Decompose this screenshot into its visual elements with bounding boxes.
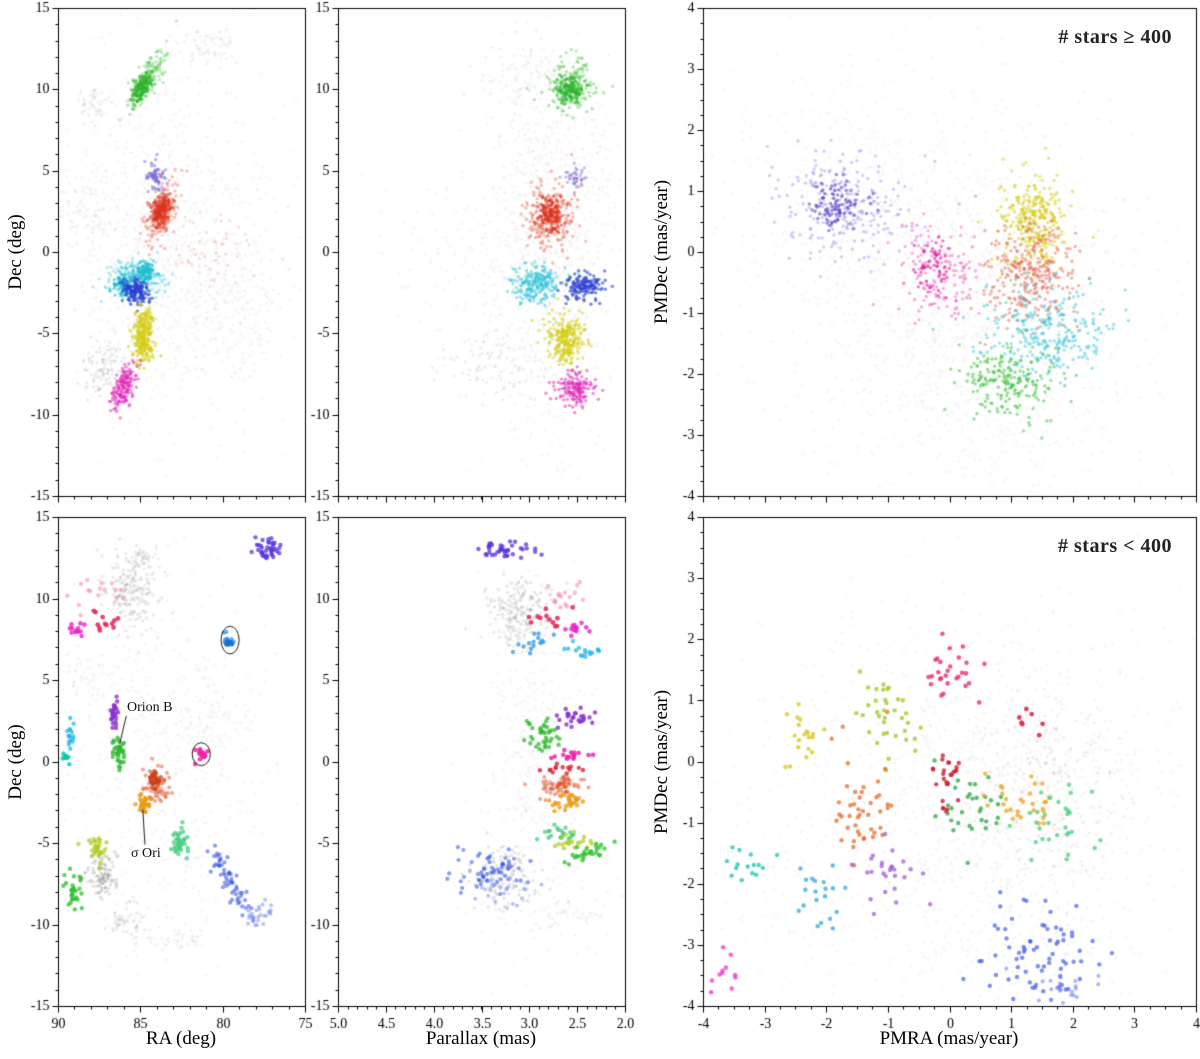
y-axis-label-dec-top: Dec (deg) [5, 214, 26, 290]
y-axis-label-dec-bottom: Dec (deg) [5, 724, 26, 800]
annotation-orion-b: Orion B [127, 700, 173, 715]
panel-title-large-clusters: # stars ≥ 400 [1058, 26, 1172, 48]
panel-title-small-clusters: # stars < 400 [1058, 535, 1172, 557]
annotation-sigma-ori: σ Ori [131, 846, 161, 861]
y-axis-label-pmdec-bottom: PMDec (mas/year) [651, 689, 672, 835]
x-axis-label-parallax: Parallax (mas) [425, 1028, 537, 1049]
x-axis-label-ra: RA (deg) [145, 1028, 217, 1049]
y-axis-label-pmdec-top: PMDec (mas/year) [651, 179, 672, 325]
x-axis-label-pmra: PMRA (mas/year) [879, 1028, 1019, 1049]
